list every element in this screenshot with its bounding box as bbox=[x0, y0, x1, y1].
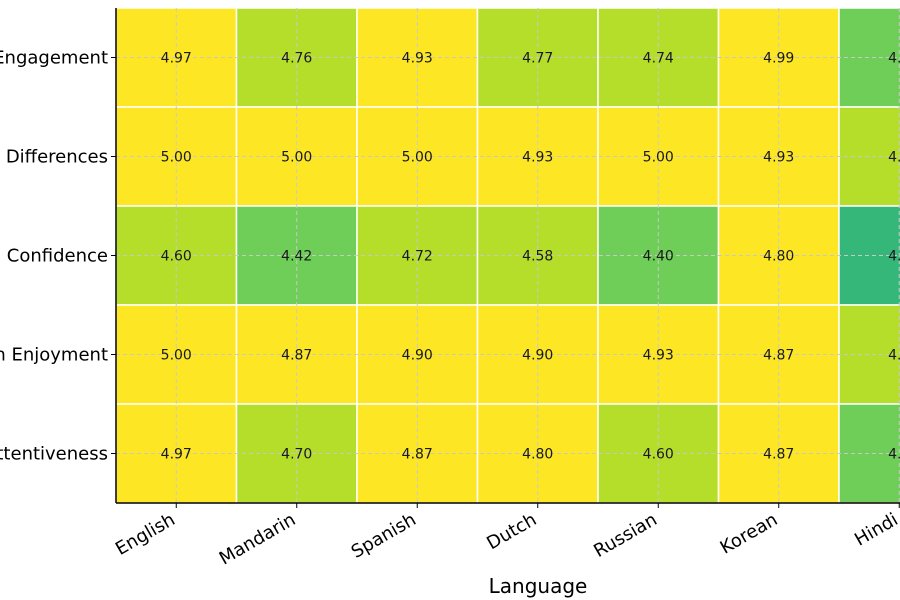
x-tick-label: Mandarin bbox=[216, 509, 299, 569]
gridlines bbox=[116, 8, 900, 503]
cell-value-label: 4.87 bbox=[763, 447, 794, 463]
cell-value-label: 4.60 bbox=[643, 447, 674, 463]
cell-value-labels: 4.97 4.76 4.93 4.77 4.74 4.99 4.5 5.00 5.00 5.00 4… bbox=[161, 51, 900, 463]
cell-value-label: 4.3 bbox=[888, 249, 900, 265]
y-tick-label: n Enjoyment bbox=[0, 345, 108, 366]
cell-value-label: 5.00 bbox=[161, 348, 192, 364]
cell-value-label: 4.87 bbox=[281, 348, 312, 364]
x-tick-label: Russian bbox=[590, 509, 661, 562]
cell-value-label: 4.97 bbox=[161, 447, 192, 463]
cell-value-label: 5.00 bbox=[281, 150, 312, 166]
cell-value-label: 4.80 bbox=[763, 249, 794, 265]
x-tick-labels: English Mandarin Spanish Dutch Russian Korean… bbox=[112, 509, 900, 569]
x-tick-label: Dutch bbox=[483, 509, 540, 554]
axes bbox=[111, 8, 900, 508]
cell-value-label: 4.93 bbox=[763, 150, 794, 166]
x-axis-title: Language bbox=[489, 574, 588, 598]
cell-value-label: 4.72 bbox=[402, 249, 433, 265]
y-tick-labels: Engagement Differences Confidence n Enjoyme… bbox=[0, 48, 108, 465]
y-tick-label: Engagement bbox=[0, 48, 108, 69]
cell-value-label: 4.5 bbox=[888, 51, 900, 67]
cell-value-label: 5.00 bbox=[402, 150, 433, 166]
cell-value-label: 4.93 bbox=[643, 348, 674, 364]
y-tick-label: Confidence bbox=[7, 246, 108, 267]
cell-value-label: 4.93 bbox=[522, 150, 553, 166]
cell-value-label: 4.99 bbox=[763, 51, 794, 67]
cell-value-label: 4.70 bbox=[281, 447, 312, 463]
cell-value-label: 4.7 bbox=[888, 150, 900, 166]
cell-value-label: 4.90 bbox=[522, 348, 553, 364]
x-tick-label: English bbox=[112, 509, 179, 560]
x-tick-label: Spanish bbox=[348, 509, 420, 563]
x-tick-label: Hindi bbox=[851, 509, 900, 550]
cell-value-label: 4.76 bbox=[281, 51, 312, 67]
cell-value-label: 5.00 bbox=[643, 150, 674, 166]
cell-value-label: 4.40 bbox=[643, 249, 674, 265]
cell-value-label: 4.77 bbox=[522, 51, 553, 67]
cell-value-label: 4.87 bbox=[402, 447, 433, 463]
x-tick-label: Korean bbox=[717, 509, 782, 558]
cell-value-label: 4.74 bbox=[643, 51, 674, 67]
cell-value-label: 4.93 bbox=[402, 51, 433, 67]
cell-value-label: 4.90 bbox=[402, 348, 433, 364]
cell-value-label: 5.00 bbox=[161, 150, 192, 166]
y-tick-label: ttentiveness bbox=[0, 444, 108, 465]
cell-value-label: 4.97 bbox=[161, 51, 192, 67]
cell-value-label: 4.58 bbox=[522, 249, 553, 265]
cell-value-label: 4.4 bbox=[888, 447, 900, 463]
cell-value-label: 4.7 bbox=[888, 348, 900, 364]
cell-value-label: 4.42 bbox=[281, 249, 312, 265]
cell-value-label: 4.87 bbox=[763, 348, 794, 364]
y-tick-label: Differences bbox=[6, 147, 108, 168]
cell-value-label: 4.80 bbox=[522, 447, 553, 463]
cell-value-label: 4.60 bbox=[161, 249, 192, 265]
